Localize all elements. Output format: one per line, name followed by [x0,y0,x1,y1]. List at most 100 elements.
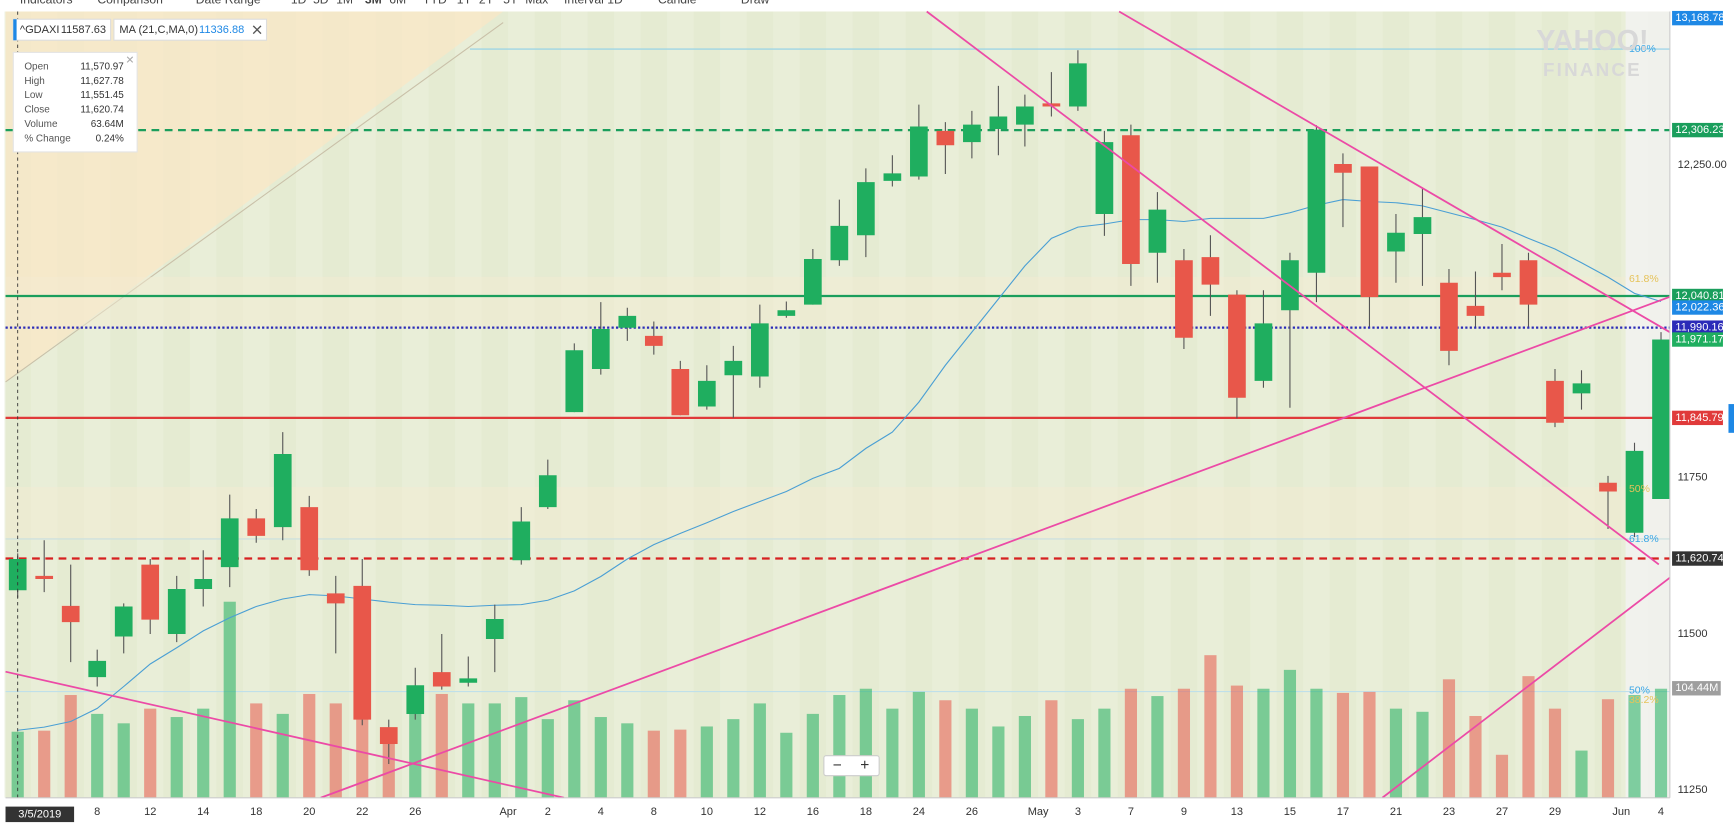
x-tick-label: 12 [144,806,156,818]
volume-label: 104.44M [1675,682,1718,694]
candle-body [1572,383,1591,394]
volume-bar [1230,685,1244,798]
fib-label: 100% [1629,43,1656,55]
volume-bar [833,695,846,798]
volume-bar [1098,708,1111,798]
toolbar-item[interactable]: 1D [291,0,307,7]
toolbar-item[interactable]: 5Y [503,0,518,7]
y-tick-label: 12,250.00 [1678,159,1727,171]
stripe [1435,11,1463,798]
toolbar-item[interactable]: Comparison [97,0,163,7]
volume-bar [435,693,448,798]
trend-line [5,670,565,799]
stripe [852,11,880,798]
candle-body [936,130,955,146]
stripe [1064,11,1092,798]
volume-layer [11,601,1668,798]
toolbar-item[interactable]: Indicators [20,0,73,7]
stripe [534,11,562,798]
toolbar-item[interactable]: 6M [389,0,406,7]
volume-bar [117,723,130,798]
x-tick-label: 18 [250,806,262,818]
candle-body [220,518,239,568]
level-label: 11,620.74 [1675,552,1723,564]
x-tick-label: 10 [701,806,713,818]
volume-bar [1442,679,1456,798]
volume-bar [621,723,634,798]
toolbar-item[interactable]: Candle [658,0,697,7]
side-tab[interactable] [1728,404,1734,433]
x-tick-label: 20 [303,806,315,818]
volume-bar [1018,715,1031,798]
volume-bar [1310,688,1323,798]
trend-line [320,295,1671,799]
zoom-in[interactable]: + [860,757,869,774]
stripe [1488,11,1516,798]
volume-bar [170,717,183,798]
candle-body [194,579,213,590]
top-label: 13,168.78 [1675,12,1724,24]
zoom-out[interactable]: − [833,757,842,774]
x-tick-label: 26 [966,806,978,818]
toolbar-item[interactable]: Max [525,0,548,7]
candle-body [353,585,372,720]
ma-line [17,199,1662,731]
info-label: % Change [24,133,71,144]
toolbar-item[interactable]: 1Y [457,0,472,7]
candle-body [804,258,822,305]
volume-bar [38,730,51,798]
volume-bar [753,703,766,798]
toolbar-item[interactable]: 1M [336,0,353,7]
x-tick-label: 24 [913,806,925,818]
volume-bar [912,691,925,798]
volume-bar [700,726,713,798]
level-label: 12,040.81 [1675,290,1724,302]
legend-chip-accent [13,19,17,41]
level-label: 12,306.23 [1675,124,1724,136]
candle-body [485,619,504,640]
info-close[interactable] [126,56,134,63]
legend-chip[interactable] [113,18,268,41]
toolbar-item[interactable]: 5D [313,0,329,7]
toolbar-item[interactable]: 3M [365,0,382,7]
candle-body [724,360,743,376]
volume-bar [223,601,236,798]
month-label: Apr [499,806,517,818]
candle-body [1599,482,1617,492]
candle-body [1652,339,1670,500]
x-tick-label: 9 [1181,806,1187,818]
volume-bar [1257,688,1270,798]
volume-bar [91,713,104,798]
info-value: 11,627.78 [80,76,124,87]
volume-bar [594,717,607,798]
candle-body [1387,232,1405,252]
volume-bar [409,713,422,798]
candle-body [644,335,663,346]
candle-body [8,559,27,591]
x-tick-label: 26 [409,806,421,818]
toolbar-item[interactable]: YTD [422,0,447,7]
stripe [1594,11,1622,798]
x-tick-label: 17 [1337,806,1349,818]
volume-bar [515,697,528,798]
x-tick-label: 7 [1128,806,1134,818]
legend-value: 11336.88 [199,24,244,36]
candle-body [1466,305,1485,316]
x-tick-label: 8 [651,806,657,818]
stripe [1382,11,1410,798]
candle-body [1360,166,1379,298]
toolbar-item[interactable]: Draw [741,0,770,7]
candle-body [1519,260,1538,305]
toolbar-item[interactable]: 2Y [479,0,494,7]
volume-bar [1575,750,1588,798]
toolbar-item[interactable]: Date Range [196,0,261,7]
legend-value: 11587.63 [61,24,106,36]
toolbar-item[interactable]: Interval 1D [564,0,623,7]
x-tick-label: 4 [1658,806,1664,818]
candle-body [538,475,557,508]
price-label: 11,971.17 [1675,333,1723,345]
trend-line [1381,576,1671,799]
close-icon[interactable] [252,25,262,35]
